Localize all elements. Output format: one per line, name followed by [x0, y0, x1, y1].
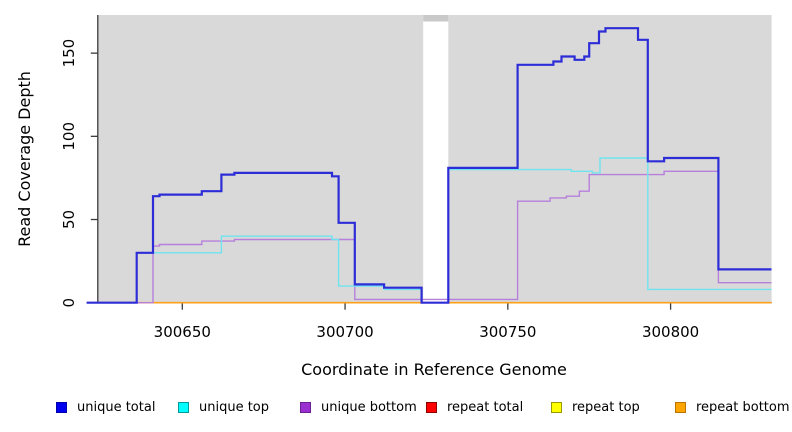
legend-swatch-unique-bottom — [300, 401, 311, 413]
y-tick-label: 100 — [60, 122, 78, 151]
x-tick-label: 300650 — [154, 323, 211, 341]
y-axis-title: Read Coverage Depth — [15, 71, 34, 247]
axes: 300650 300700 300750 300800 0 50 100 150 — [60, 15, 772, 341]
series-step-lines — [86, 27, 772, 304]
legend-swatch-repeat-top — [551, 401, 562, 413]
legend-label: unique total — [77, 399, 156, 415]
legend-label: unique top — [199, 399, 270, 415]
legend-item-unique-bottom: unique bottom — [300, 399, 417, 415]
series-line-unique-bottom — [86, 170, 772, 304]
legend-item-repeat-total: repeat total — [426, 399, 523, 415]
legend-swatch-unique-total — [56, 401, 67, 413]
x-tick-label: 300800 — [642, 323, 699, 341]
x-tick-label: 300750 — [479, 323, 536, 341]
legend-label: repeat total — [447, 399, 524, 415]
legend-swatch-repeat-total — [426, 401, 437, 413]
legend-item-unique-total: unique total — [56, 399, 155, 415]
legend-swatch-unique-top — [178, 401, 189, 413]
y-tick-label: 150 — [60, 39, 78, 68]
panel-bg-2 — [448, 15, 772, 303]
legend-label: repeat top — [572, 399, 640, 415]
legend-label: unique bottom — [321, 399, 417, 415]
series-line-unique-total — [86, 27, 772, 304]
x-tick-label: 300700 — [316, 323, 373, 341]
legend-item-repeat-top: repeat top — [551, 399, 640, 415]
legend-label: repeat bottom — [696, 399, 790, 415]
panel-bg-1 — [97, 15, 424, 303]
y-tick-label: 0 — [60, 298, 78, 308]
legend-swatch-repeat-bottom — [675, 401, 686, 413]
legend-item-unique-top: unique top — [178, 399, 269, 415]
axis-break-bridge — [423, 15, 449, 22]
legend: unique total unique top unique bottom repea… — [0, 396, 792, 430]
y-tick-label: 50 — [60, 210, 78, 229]
legend-item-repeat-bottom: repeat bottom — [675, 399, 790, 415]
coverage-chart-canvas: 300650 300700 300750 300800 0 50 100 150 Coordi… — [15, 15, 772, 379]
x-axis-title: Coordinate in Reference Genome — [301, 360, 567, 379]
